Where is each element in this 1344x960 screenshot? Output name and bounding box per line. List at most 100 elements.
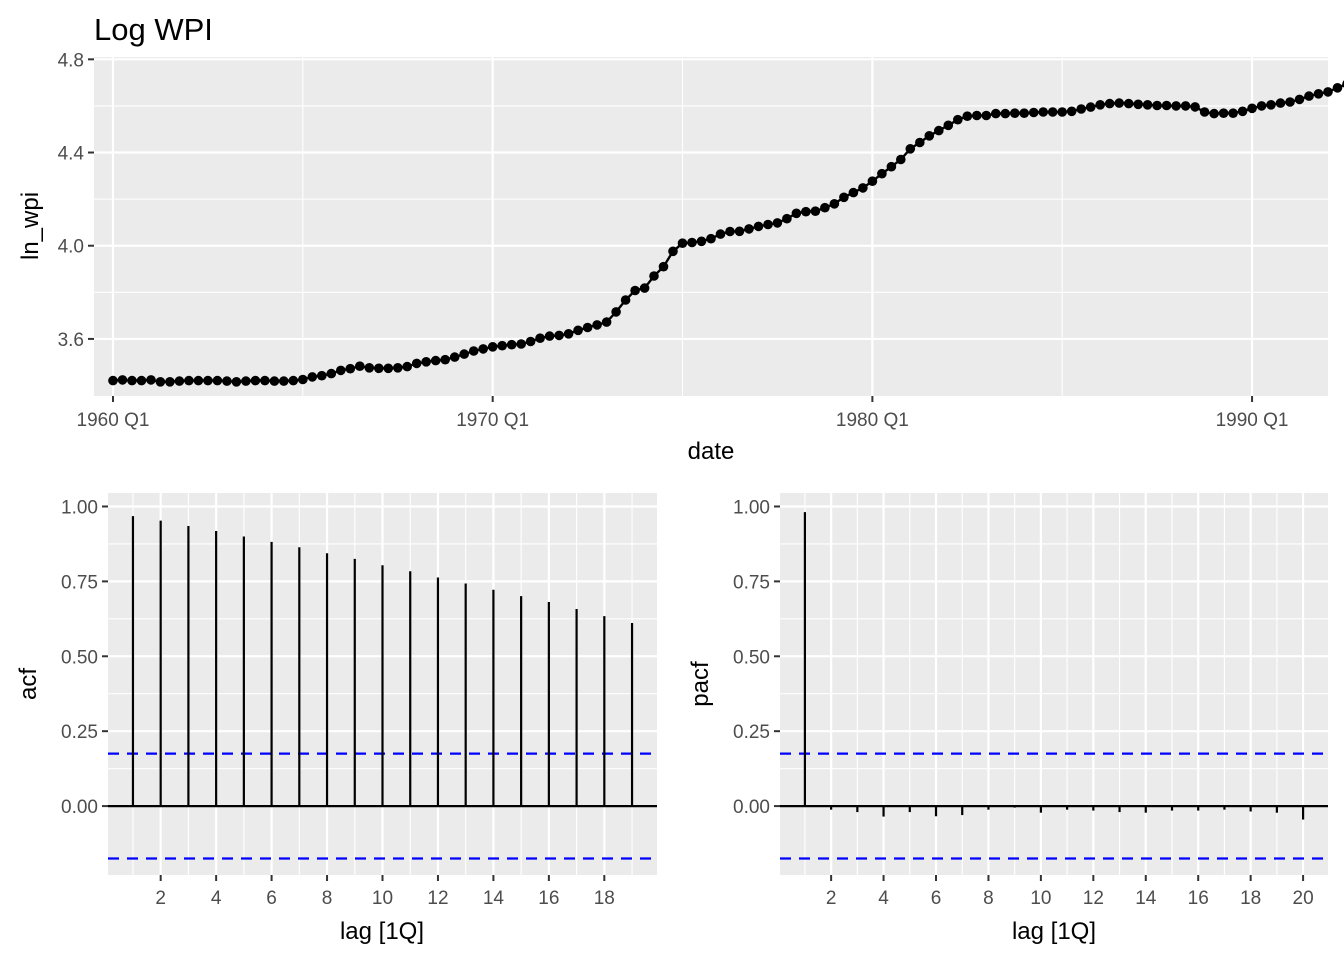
- ln-wpi-point: [1323, 87, 1333, 97]
- ln-wpi-point: [744, 224, 754, 234]
- ln-wpi-point: [820, 202, 830, 213]
- ln-wpi-point: [782, 213, 792, 224]
- wpi-y-tick-label: 4.8: [58, 50, 84, 71]
- ln-wpi-point: [848, 187, 859, 198]
- ln-wpi-point: [1038, 107, 1048, 117]
- ln-wpi-point: [1076, 104, 1086, 114]
- ln-wpi-point: [383, 363, 394, 374]
- ln-wpi-point: [639, 283, 650, 293]
- ln-wpi-point: [810, 206, 821, 216]
- pacf-x-tick-label: 14: [1135, 888, 1157, 909]
- ln-wpi-point: [1142, 100, 1153, 110]
- ln-wpi-point: [174, 376, 185, 386]
- ln-wpi-point: [212, 375, 223, 386]
- ln-wpi-point: [108, 375, 118, 386]
- ln-wpi-point: [393, 363, 403, 373]
- pacf-y-axis-title: pacf: [687, 661, 714, 707]
- ln-wpi-point: [506, 339, 517, 350]
- ln-wpi-point: [203, 375, 213, 386]
- ln-wpi-point: [146, 375, 156, 385]
- wpi-x-tick-label: 1960 Q1: [77, 410, 150, 431]
- ln-wpi-point: [687, 237, 697, 248]
- wpi-x-axis-title: date: [688, 438, 735, 465]
- ln-wpi-point: [611, 307, 621, 317]
- ln-wpi-point: [573, 325, 583, 336]
- ln-wpi-point: [877, 168, 887, 179]
- pacf-x-tick-label: 16: [1188, 888, 1209, 909]
- ln-wpi-point: [459, 349, 470, 359]
- ln-wpi-point: [1047, 107, 1058, 117]
- ln-wpi-point: [250, 375, 261, 386]
- acf-x-tick-label: 4: [211, 888, 222, 909]
- pacf-y-tick-label: 1.00: [733, 497, 770, 518]
- pacf-confidence-bounds: [780, 752, 1328, 860]
- ln-wpi-point: [468, 346, 479, 356]
- ln-wpi-point: [241, 376, 251, 386]
- ln-wpi-point: [1275, 98, 1286, 108]
- ln-wpi-point: [497, 340, 508, 351]
- ln-wpi-point: [1028, 107, 1039, 118]
- ln-wpi-point: [1133, 99, 1143, 110]
- wpi-y-axis-title: ln_wpi: [17, 192, 44, 260]
- wpi-x-tick-label: 1990 Q1: [1216, 410, 1289, 431]
- ln-wpi-point: [440, 354, 451, 365]
- ln-wpi-point: [165, 377, 175, 387]
- ln-wpi-point: [1123, 98, 1134, 109]
- ln-wpi-point: [355, 361, 365, 372]
- wpi-chart: Log WPI 3.6 4.0 4.4 4.8 1960 Q1 1970 Q1 1980 Q…: [17, 12, 1344, 465]
- pacf-axis-ticks: 0.00 0.25 0.50 0.75 1.00 2 4 6 8 10 12 14 16 18 20: [733, 497, 1314, 909]
- ln-wpi-point: [1256, 101, 1267, 111]
- ln-wpi-point: [364, 363, 375, 373]
- ln-wpi-point: [1114, 98, 1124, 108]
- acf-spikes: [108, 516, 657, 808]
- ln-wpi-point: [1152, 100, 1162, 111]
- ln-wpi-point: [1010, 108, 1020, 118]
- ln-wpi-point: [516, 339, 526, 349]
- ln-wpi-point: [326, 368, 337, 379]
- ln-wpi-point: [478, 344, 489, 354]
- pacf-x-tick-label: 4: [878, 888, 889, 909]
- ln-wpi-point: [943, 120, 954, 131]
- pacf-x-tick-label: 8: [983, 888, 994, 909]
- pacf-x-axis-title: lag [1Q]: [1012, 918, 1096, 945]
- pacf-x-tick-label: 12: [1083, 888, 1104, 909]
- ln-wpi-point: [601, 317, 612, 327]
- acf-x-tick-label: 12: [427, 888, 448, 909]
- ln-wpi-point: [829, 199, 840, 209]
- ln-wpi-point: [279, 376, 289, 386]
- ln-wpi-point: [411, 358, 422, 369]
- ln-wpi-point: [1019, 108, 1029, 118]
- ln-wpi-point: [345, 363, 356, 374]
- ln-wpi-point: [801, 206, 811, 217]
- wpi-y-tick-label: 3.6: [58, 330, 84, 351]
- ln-wpi-point: [1085, 102, 1096, 112]
- ln-wpi-point: [763, 219, 773, 230]
- acf-x-tick-label: 6: [266, 888, 277, 909]
- acf-x-tick-label: 16: [538, 888, 559, 909]
- wpi-y-tick-label: 4.4: [58, 144, 85, 165]
- ln-wpi-point: [288, 375, 299, 386]
- ln-wpi-point: [706, 233, 716, 244]
- ln-wpi-point: [1237, 106, 1248, 117]
- ln-wpi-point: [630, 285, 640, 296]
- ln-wpi-point: [421, 357, 432, 367]
- wpi-panel-background: [94, 57, 1328, 396]
- pacf-spikes: [780, 512, 1328, 820]
- ln-wpi-point: [905, 144, 916, 154]
- acf-y-tick-label: 1.00: [61, 497, 98, 518]
- ln-wpi-point: [658, 261, 669, 272]
- ln-wpi-point: [402, 361, 413, 372]
- pacf-panel-background: [780, 493, 1328, 875]
- pacf-y-tick-label: 0.25: [733, 722, 770, 743]
- ln-wpi-point: [525, 336, 536, 347]
- ln-wpi-point: [554, 330, 564, 341]
- ln-wpi-point: [1218, 108, 1229, 118]
- ln-wpi-point: [867, 176, 878, 186]
- ln-wpi-point: [1190, 102, 1200, 112]
- ln-wpi-point: [269, 376, 280, 386]
- wpi-axis-ticks: 3.6 4.0 4.4 4.8 1960 Q1 1970 Q1 1980 Q1 1990 Q1: [58, 50, 1289, 431]
- ln-wpi-point: [725, 226, 735, 237]
- ln-wpi-point: [1313, 89, 1324, 99]
- ln-wpi-point: [582, 322, 593, 333]
- ln-wpi-point: [715, 229, 726, 239]
